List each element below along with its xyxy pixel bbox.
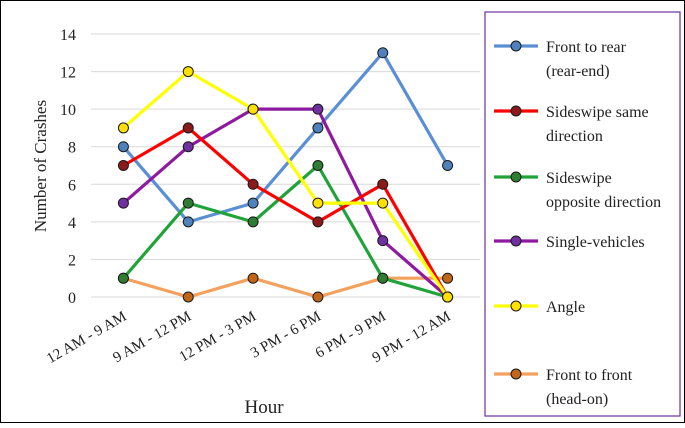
legend-entry: Single-vehicles xyxy=(494,234,645,251)
data-point xyxy=(312,160,324,171)
legend-entry: Front to rear (rear-end) xyxy=(494,39,627,80)
legend-marker xyxy=(510,40,522,52)
data-point xyxy=(377,272,389,284)
data-point xyxy=(442,160,454,171)
y-tick-label: 14 xyxy=(60,27,76,44)
x-axis-title: Hour xyxy=(244,397,284,418)
y-axis-ticks: 0 2 4 6 8 10 12 14 xyxy=(60,27,76,307)
legend-marker xyxy=(510,235,522,247)
series-line xyxy=(121,69,450,299)
data-point xyxy=(312,291,324,303)
data-point xyxy=(312,103,324,115)
data-point xyxy=(117,160,129,171)
legend: Front to rear (rear-end) Sideswipe same dir… xyxy=(484,11,681,417)
data-point xyxy=(377,235,389,247)
data-point xyxy=(442,291,454,303)
series-line xyxy=(121,126,450,299)
data-point xyxy=(182,122,194,134)
data-point xyxy=(182,141,194,153)
legend-entry: Sideswipe opposite direction xyxy=(494,170,661,211)
series-line xyxy=(121,163,450,299)
y-tick-label: 0 xyxy=(68,290,76,307)
legend-marker xyxy=(510,300,522,312)
series-line xyxy=(121,51,450,224)
y-tick-label: 12 xyxy=(60,65,76,82)
legend-label: Front to rear xyxy=(546,39,627,56)
series-line xyxy=(121,107,450,299)
legend-label: Angle xyxy=(546,299,585,316)
legend-label: Sideswipe xyxy=(546,170,612,187)
legend-label: Single-vehicles xyxy=(546,234,645,251)
data-point xyxy=(247,272,259,284)
legend-label: direction xyxy=(546,128,603,145)
data-point xyxy=(182,216,194,228)
data-point xyxy=(247,178,259,190)
y-tick-label: 2 xyxy=(68,252,76,269)
legend-marker xyxy=(510,368,522,380)
data-point xyxy=(117,141,129,153)
data-point xyxy=(312,122,324,134)
legend-entry: Front to front (head-on) xyxy=(494,367,633,408)
legend-entries: Front to rear (rear-end) Sideswipe same dir… xyxy=(494,39,661,408)
data-point xyxy=(117,272,129,284)
data-point xyxy=(312,216,324,228)
data-point xyxy=(182,197,194,209)
data-point xyxy=(247,197,259,209)
data-point xyxy=(377,178,389,190)
data-point xyxy=(247,103,259,115)
legend-entry: Sideswipe same direction xyxy=(494,104,649,145)
legend-label: opposite direction xyxy=(546,194,661,211)
data-point xyxy=(117,197,129,209)
legend-label: (head-on) xyxy=(546,391,608,408)
legend-entry: Angle xyxy=(494,299,585,316)
data-point xyxy=(117,122,129,134)
y-tick-label: 4 xyxy=(68,215,76,232)
series-lines xyxy=(121,51,450,299)
data-point xyxy=(182,291,194,303)
y-axis-title: Number of Crashes xyxy=(31,100,50,232)
y-tick-label: 6 xyxy=(68,177,76,194)
legend-box xyxy=(484,11,681,417)
data-point xyxy=(377,47,389,59)
data-point xyxy=(312,197,324,209)
series-markers xyxy=(117,47,454,303)
legend-label: Sideswipe same xyxy=(546,104,649,121)
legend-marker xyxy=(510,171,522,183)
data-point xyxy=(182,66,194,78)
y-tick-label: 8 xyxy=(68,140,76,157)
data-point xyxy=(442,272,454,284)
y-tick-label: 10 xyxy=(60,102,76,119)
legend-marker xyxy=(510,105,522,117)
legend-label: (rear-end) xyxy=(546,63,610,80)
data-point xyxy=(377,197,389,209)
legend-label: Front to front xyxy=(546,367,633,384)
data-point xyxy=(247,216,259,228)
series-line xyxy=(121,276,450,299)
